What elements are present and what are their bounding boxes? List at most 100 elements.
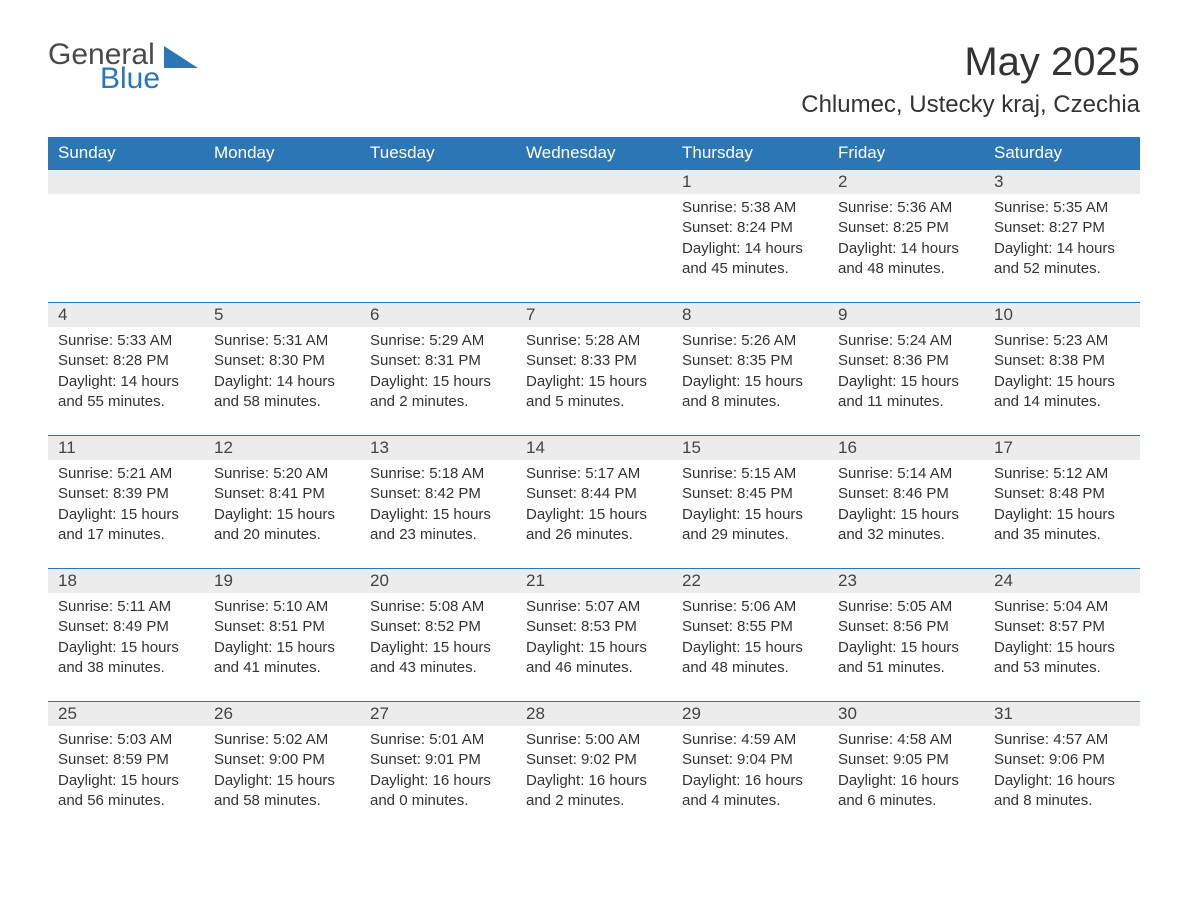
- calendar-cell: 29Sunrise: 4:59 AMSunset: 9:04 PMDayligh…: [672, 702, 828, 835]
- day-number: 20: [360, 569, 516, 593]
- calendar-cell: 8Sunrise: 5:26 AMSunset: 8:35 PMDaylight…: [672, 303, 828, 436]
- brand-triangle-icon: [164, 46, 198, 73]
- day-info: Sunrise: 5:18 AMSunset: 8:42 PMDaylight:…: [360, 460, 516, 568]
- day-number: 28: [516, 702, 672, 726]
- weekday-header: Monday: [204, 137, 360, 170]
- day-info: Sunrise: 5:15 AMSunset: 8:45 PMDaylight:…: [672, 460, 828, 568]
- calendar-cell: 1Sunrise: 5:38 AMSunset: 8:24 PMDaylight…: [672, 170, 828, 303]
- day-info: Sunrise: 5:00 AMSunset: 9:02 PMDaylight:…: [516, 726, 672, 834]
- day-info: Sunrise: 5:33 AMSunset: 8:28 PMDaylight:…: [48, 327, 204, 435]
- day-info: Sunrise: 5:08 AMSunset: 8:52 PMDaylight:…: [360, 593, 516, 701]
- calendar-cell: 5Sunrise: 5:31 AMSunset: 8:30 PMDaylight…: [204, 303, 360, 436]
- day-info: Sunrise: 5:01 AMSunset: 9:01 PMDaylight:…: [360, 726, 516, 834]
- day-number: 29: [672, 702, 828, 726]
- day-number: 2: [828, 170, 984, 194]
- calendar-cell: 19Sunrise: 5:10 AMSunset: 8:51 PMDayligh…: [204, 569, 360, 702]
- day-info: Sunrise: 4:58 AMSunset: 9:05 PMDaylight:…: [828, 726, 984, 834]
- calendar-cell: 25Sunrise: 5:03 AMSunset: 8:59 PMDayligh…: [48, 702, 204, 835]
- calendar-cell: 22Sunrise: 5:06 AMSunset: 8:55 PMDayligh…: [672, 569, 828, 702]
- day-info: Sunrise: 5:11 AMSunset: 8:49 PMDaylight:…: [48, 593, 204, 701]
- day-info: Sunrise: 5:05 AMSunset: 8:56 PMDaylight:…: [828, 593, 984, 701]
- calendar-cell: 2Sunrise: 5:36 AMSunset: 8:25 PMDaylight…: [828, 170, 984, 303]
- calendar-cell: [204, 170, 360, 303]
- day-number: 18: [48, 569, 204, 593]
- calendar-cell: 28Sunrise: 5:00 AMSunset: 9:02 PMDayligh…: [516, 702, 672, 835]
- day-info: Sunrise: 5:26 AMSunset: 8:35 PMDaylight:…: [672, 327, 828, 435]
- day-info: Sunrise: 5:06 AMSunset: 8:55 PMDaylight:…: [672, 593, 828, 701]
- brand-word-2: Blue: [100, 64, 160, 94]
- calendar-cell: 6Sunrise: 5:29 AMSunset: 8:31 PMDaylight…: [360, 303, 516, 436]
- weekday-header: Saturday: [984, 137, 1140, 170]
- day-number: 8: [672, 303, 828, 327]
- calendar-cell: 24Sunrise: 5:04 AMSunset: 8:57 PMDayligh…: [984, 569, 1140, 702]
- day-number: 19: [204, 569, 360, 593]
- day-number: 25: [48, 702, 204, 726]
- day-number: 6: [360, 303, 516, 327]
- day-info: Sunrise: 5:20 AMSunset: 8:41 PMDaylight:…: [204, 460, 360, 568]
- calendar-cell: 30Sunrise: 4:58 AMSunset: 9:05 PMDayligh…: [828, 702, 984, 835]
- day-info: Sunrise: 5:31 AMSunset: 8:30 PMDaylight:…: [204, 327, 360, 435]
- day-number: 3: [984, 170, 1140, 194]
- day-number: 14: [516, 436, 672, 460]
- brand-logo: General Blue: [48, 40, 198, 94]
- day-info: Sunrise: 5:35 AMSunset: 8:27 PMDaylight:…: [984, 194, 1140, 302]
- calendar-cell: [516, 170, 672, 303]
- weekday-header: Thursday: [672, 137, 828, 170]
- day-number: 22: [672, 569, 828, 593]
- day-number: 23: [828, 569, 984, 593]
- day-info: Sunrise: 5:04 AMSunset: 8:57 PMDaylight:…: [984, 593, 1140, 701]
- day-info: Sunrise: 5:24 AMSunset: 8:36 PMDaylight:…: [828, 327, 984, 435]
- calendar-cell: 9Sunrise: 5:24 AMSunset: 8:36 PMDaylight…: [828, 303, 984, 436]
- day-info: Sunrise: 5:21 AMSunset: 8:39 PMDaylight:…: [48, 460, 204, 568]
- day-info: Sunrise: 5:29 AMSunset: 8:31 PMDaylight:…: [360, 327, 516, 435]
- day-number: 27: [360, 702, 516, 726]
- calendar-cell: [48, 170, 204, 303]
- calendar-cell: 21Sunrise: 5:07 AMSunset: 8:53 PMDayligh…: [516, 569, 672, 702]
- day-info: Sunrise: 5:36 AMSunset: 8:25 PMDaylight:…: [828, 194, 984, 302]
- day-info: Sunrise: 4:59 AMSunset: 9:04 PMDaylight:…: [672, 726, 828, 834]
- day-number: 4: [48, 303, 204, 327]
- day-info: Sunrise: 5:12 AMSunset: 8:48 PMDaylight:…: [984, 460, 1140, 568]
- weekday-header: Wednesday: [516, 137, 672, 170]
- calendar-cell: 10Sunrise: 5:23 AMSunset: 8:38 PMDayligh…: [984, 303, 1140, 436]
- calendar-cell: 16Sunrise: 5:14 AMSunset: 8:46 PMDayligh…: [828, 436, 984, 569]
- calendar-cell: 20Sunrise: 5:08 AMSunset: 8:52 PMDayligh…: [360, 569, 516, 702]
- calendar-cell: 27Sunrise: 5:01 AMSunset: 9:01 PMDayligh…: [360, 702, 516, 835]
- day-info: Sunrise: 4:57 AMSunset: 9:06 PMDaylight:…: [984, 726, 1140, 834]
- calendar-cell: 12Sunrise: 5:20 AMSunset: 8:41 PMDayligh…: [204, 436, 360, 569]
- day-number: 9: [828, 303, 984, 327]
- calendar-cell: 13Sunrise: 5:18 AMSunset: 8:42 PMDayligh…: [360, 436, 516, 569]
- day-number: 17: [984, 436, 1140, 460]
- day-info: Sunrise: 5:10 AMSunset: 8:51 PMDaylight:…: [204, 593, 360, 701]
- day-number: 11: [48, 436, 204, 460]
- calendar-cell: 4Sunrise: 5:33 AMSunset: 8:28 PMDaylight…: [48, 303, 204, 436]
- day-number: 30: [828, 702, 984, 726]
- day-number: 24: [984, 569, 1140, 593]
- day-info: Sunrise: 5:02 AMSunset: 9:00 PMDaylight:…: [204, 726, 360, 834]
- day-info: Sunrise: 5:14 AMSunset: 8:46 PMDaylight:…: [828, 460, 984, 568]
- calendar-cell: 17Sunrise: 5:12 AMSunset: 8:48 PMDayligh…: [984, 436, 1140, 569]
- day-number: 13: [360, 436, 516, 460]
- day-number: 10: [984, 303, 1140, 327]
- weekday-header: Tuesday: [360, 137, 516, 170]
- calendar-cell: 26Sunrise: 5:02 AMSunset: 9:00 PMDayligh…: [204, 702, 360, 835]
- weekday-header: Sunday: [48, 137, 204, 170]
- calendar-cell: 14Sunrise: 5:17 AMSunset: 8:44 PMDayligh…: [516, 436, 672, 569]
- day-number: 5: [204, 303, 360, 327]
- day-number: 1: [672, 170, 828, 194]
- day-info: Sunrise: 5:17 AMSunset: 8:44 PMDaylight:…: [516, 460, 672, 568]
- day-number: 7: [516, 303, 672, 327]
- day-number: 12: [204, 436, 360, 460]
- day-number: 15: [672, 436, 828, 460]
- day-number: 26: [204, 702, 360, 726]
- calendar-cell: 31Sunrise: 4:57 AMSunset: 9:06 PMDayligh…: [984, 702, 1140, 835]
- day-info: Sunrise: 5:23 AMSunset: 8:38 PMDaylight:…: [984, 327, 1140, 435]
- day-info: Sunrise: 5:07 AMSunset: 8:53 PMDaylight:…: [516, 593, 672, 701]
- page-title: May 2025: [801, 40, 1140, 85]
- day-number: 16: [828, 436, 984, 460]
- day-info: Sunrise: 5:28 AMSunset: 8:33 PMDaylight:…: [516, 327, 672, 435]
- day-info: Sunrise: 5:38 AMSunset: 8:24 PMDaylight:…: [672, 194, 828, 302]
- day-number: 31: [984, 702, 1140, 726]
- day-number: 21: [516, 569, 672, 593]
- calendar-cell: 3Sunrise: 5:35 AMSunset: 8:27 PMDaylight…: [984, 170, 1140, 303]
